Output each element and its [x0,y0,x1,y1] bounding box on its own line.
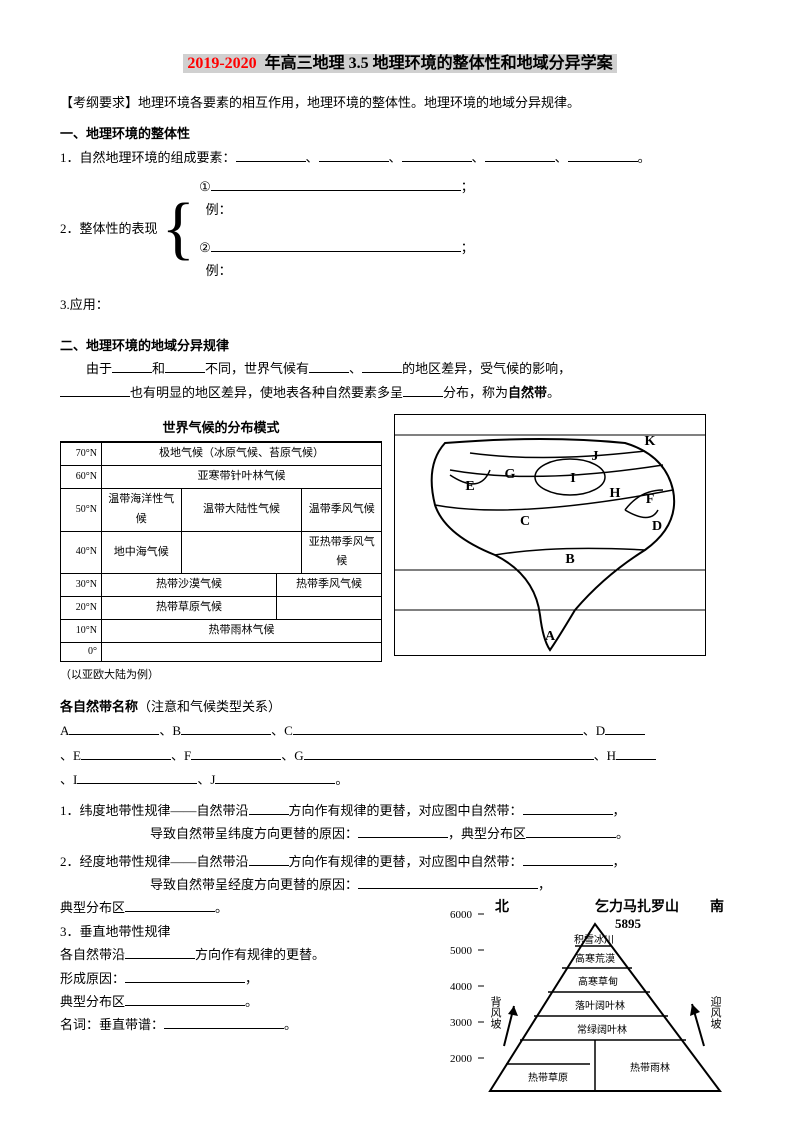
continent-diagram: A B C D E F G H I J K [394,414,706,656]
climate-table: 70°N极地气候（冰原气候、苔原气候） 60°N亚寒带针叶林气候 50°N温带海… [60,441,382,661]
p2-line2: 也有明显的地区差异，使地表各种自然要素多呈分布，称为自然带。 [60,381,740,404]
svg-text:A: A [545,629,556,644]
page-title: 2019-2020年高三地理 3.5 地理环境的整体性和地域分异学案 [60,50,740,79]
zones-list: A、B、C、D 、E、F、G、H 、I、J。 [60,719,740,793]
svg-text:常绿阔叶林: 常绿阔叶林 [577,1023,627,1036]
q1-3: 3.应用： [60,293,740,316]
mountain-diagram: 北 乞力马扎罗山 南 5895 6000 5000 4000 3000 2000… [440,896,740,1096]
blank[interactable] [249,851,289,866]
svg-text:K: K [645,434,656,449]
blank[interactable] [211,237,461,252]
exam-requirement: 【考纲要求】地理环境各要素的相互作用，地理环境的整体性。地理环境的地域分异规律。 [60,91,740,114]
blank[interactable] [164,1014,284,1029]
svg-text:2000: 2000 [450,1053,473,1065]
blank[interactable] [215,769,335,784]
svg-text:热带雨林: 热带雨林 [630,1061,670,1074]
climate-note: （以亚欧大陆为例） [60,666,382,686]
section-2-heading: 二、地理环境的地域分异规律 [60,334,740,357]
blank[interactable] [125,991,245,1006]
blank[interactable] [293,720,583,735]
blank[interactable] [112,358,152,373]
zones-title-line: 各自然带名称（注意和气候类型关系） [60,695,740,718]
q1-1: 1．自然地理环境的组成要素：、、、、。 [60,146,740,169]
svg-text:H: H [610,486,621,501]
svg-text:C: C [520,514,530,529]
blank[interactable] [60,382,130,397]
blank[interactable] [616,745,656,760]
blank[interactable] [125,897,215,912]
svg-text:I: I [570,471,575,486]
blank[interactable] [403,382,443,397]
svg-text:D: D [652,519,662,534]
svg-text:落叶阔叶林: 落叶阔叶林 [575,999,625,1012]
svg-text:高寒荒漠: 高寒荒漠 [575,952,615,965]
blank[interactable] [319,147,389,162]
svg-text:E: E [465,479,474,494]
svg-text:热带草原: 热带草原 [528,1071,568,1084]
svg-text:5000: 5000 [450,945,473,957]
blank[interactable] [249,800,289,815]
svg-text:迎风坡: 迎风坡 [709,996,722,1030]
rule-2: 2．经度地带性规律——自然带沿方向作有规律的更替，对应图中自然带：， 导致自然带… [60,850,740,897]
blank[interactable] [362,358,402,373]
blank[interactable] [568,147,638,162]
blank[interactable] [605,720,645,735]
rule-1: 1．纬度地带性规律——自然带沿方向作有规律的更替，对应图中自然带：， 导致自然带… [60,799,740,846]
blank[interactable] [309,358,349,373]
blank[interactable] [358,874,538,889]
document-page: 2019-2020年高三地理 3.5 地理环境的整体性和地域分异学案 【考纲要求… [0,0,800,1136]
svg-text:积雪冰川: 积雪冰川 [574,933,614,946]
blank[interactable] [304,745,594,760]
blank[interactable] [69,720,159,735]
svg-text:G: G [505,467,516,482]
svg-text:3000: 3000 [450,1017,473,1029]
blank[interactable] [526,823,616,838]
blank[interactable] [523,800,613,815]
svg-text:高寒草甸: 高寒草甸 [578,975,618,988]
blank[interactable] [402,147,472,162]
svg-text:南: 南 [710,898,724,915]
section-1-heading: 一、地理环境的整体性 [60,122,740,145]
brace-icon: { [162,194,196,264]
p2-line1: 由于和不同，世界气候有、的地区差异，受气候的影响， [60,357,740,380]
diagram-row: 世界气候的分布模式 70°N极地气候（冰原气候、苔原气候） 60°N亚寒带针叶林… [60,414,740,685]
blank[interactable] [165,358,205,373]
blank[interactable] [125,968,245,983]
svg-text:J: J [592,449,599,464]
blank[interactable] [191,745,281,760]
blank[interactable] [181,720,271,735]
title-black: 年高三地理 3.5 地理环境的整体性和地域分异学案 [261,54,617,73]
svg-text:5895: 5895 [615,916,642,931]
svg-text:乞力马扎罗山: 乞力马扎罗山 [595,898,679,915]
svg-text:北: 北 [495,899,509,915]
blank[interactable] [77,769,197,784]
svg-text:B: B [565,552,574,567]
blank[interactable] [81,745,171,760]
rule-3-text: 典型分布区。 3．垂直地带性规律 各自然带沿方向作有规律的更替。 形成原因：， … [60,896,420,1036]
blank[interactable] [236,147,306,162]
mountain-row: 典型分布区。 3．垂直地带性规律 各自然带沿方向作有规律的更替。 形成原因：， … [60,896,740,1096]
blank[interactable] [358,823,448,838]
title-red: 2019-2020 [183,54,260,73]
svg-text:4000: 4000 [450,981,473,993]
climate-table-wrap: 世界气候的分布模式 70°N极地气候（冰原气候、苔原气候） 60°N亚寒带针叶林… [60,414,382,685]
blank[interactable] [485,147,555,162]
blank[interactable] [523,851,613,866]
blank[interactable] [211,176,461,191]
blank[interactable] [125,944,195,959]
svg-text:背风坡: 背风坡 [489,995,502,1030]
svg-text:6000: 6000 [450,909,473,921]
svg-text:F: F [646,492,655,507]
q1-2: 2．整体性的表现 { ①； 例： ②； 例： [60,175,740,283]
